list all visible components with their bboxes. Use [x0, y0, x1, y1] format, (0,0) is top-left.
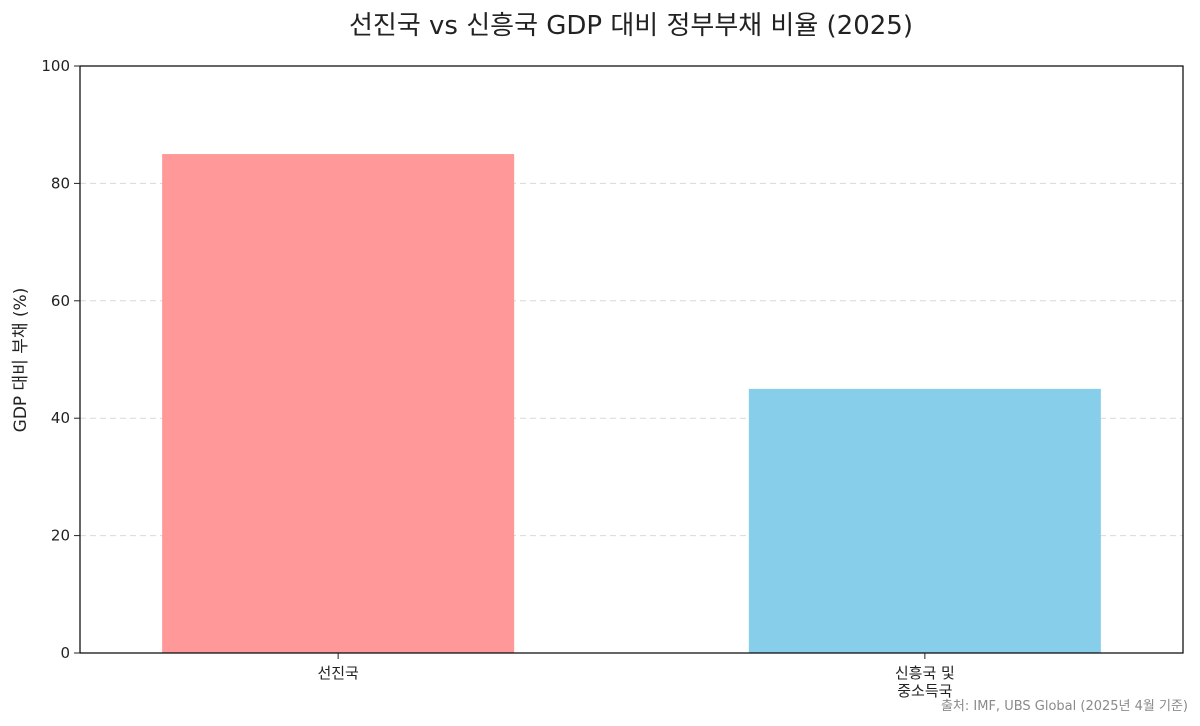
- y-tick-label-0: 0: [60, 644, 70, 662]
- x-tick-label-line: 중소득국: [897, 682, 952, 700]
- y-axis-label: GDP 대비 부채 (%): [11, 288, 31, 433]
- bar-0: [162, 154, 515, 654]
- x-tick-label-0: 선진국: [317, 664, 359, 682]
- plot-frame: [79, 65, 1184, 654]
- y-tick-label-40: 40: [51, 409, 70, 427]
- y-tick-label-60: 60: [51, 292, 70, 310]
- source-note: 출처: IMF, UBS Global (2025년 4월 기준): [941, 699, 1188, 714]
- x-tick-label-1: 신흥국 및 중소득국: [895, 664, 955, 700]
- x-tick-label-line: 선진국: [317, 664, 359, 682]
- bars: [162, 154, 1101, 654]
- y-tick-label-100: 100: [41, 57, 70, 75]
- x-axis-ticks: 선진국 신흥국 및 중소득국: [317, 653, 955, 700]
- y-tick-label-20: 20: [51, 527, 70, 545]
- bar-1: [748, 388, 1101, 653]
- y-axis-ticks: 0 20 40 60 80 100: [41, 57, 80, 662]
- x-tick-label-line: 신흥국 및: [895, 664, 955, 682]
- chart-title: 선진국 vs 신흥국 GDP 대비 정부부채 비율 (2025): [349, 11, 913, 41]
- y-tick-label-80: 80: [51, 174, 70, 192]
